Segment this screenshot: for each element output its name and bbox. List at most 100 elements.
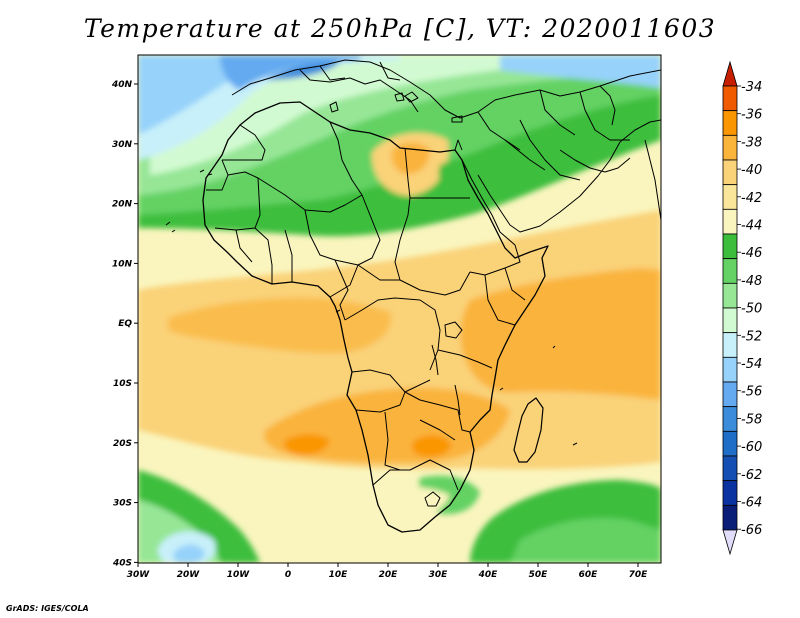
lon-tick-label: 0 (285, 570, 291, 580)
field-cool-44-band-south (348, 486, 450, 524)
colorbar-box (722, 406, 738, 432)
border-ethiopia (469, 231, 521, 276)
comoros (499, 387, 504, 391)
colorbar-box (722, 208, 738, 235)
europe-coastline (231, 59, 661, 119)
colorbar-label: -40 (741, 163, 762, 178)
colorbar-box (722, 332, 738, 358)
mediterranean-islands-2 (394, 92, 405, 102)
middle-east-border-3 (539, 89, 576, 136)
india-west-coast (644, 139, 661, 221)
colorbar-box (722, 455, 738, 482)
lake-victoria (444, 321, 463, 339)
credit-text: GrADS: IGES/COLA (6, 604, 89, 613)
colorbar-label: -48 (741, 274, 762, 289)
middle-east-border-1 (477, 111, 521, 151)
border-zimbabwe (419, 419, 456, 441)
border-congo-drc (344, 297, 421, 321)
colorbar-label: -56 (741, 385, 762, 400)
colorbar-label: -50 (741, 302, 762, 317)
border-kenya (484, 274, 516, 326)
canary-islands (199, 169, 213, 176)
colorbar-box (722, 480, 738, 506)
lat-tick-label: 30S (113, 499, 132, 509)
field-cool-ne-56 (500, 55, 661, 88)
colorbar-box (722, 430, 738, 457)
colorbar-box (722, 307, 738, 334)
lat-tick-label: 20N (112, 200, 133, 210)
border-libya-egypt (404, 147, 411, 199)
lon-tick-label: 20E (379, 570, 399, 580)
lat-tick-label: EQ (118, 319, 132, 329)
lon-tick-label: 50E (529, 570, 549, 580)
border-south-sudan (399, 271, 471, 296)
mauritius (572, 442, 578, 446)
arabian-peninsula-coast (477, 119, 661, 233)
border-algeria-libya (329, 121, 363, 196)
lon-tick-label: 10E (329, 570, 349, 580)
field-warm-belt (138, 210, 661, 470)
lesotho (424, 491, 441, 507)
arabia-inner (519, 119, 581, 181)
iran-border (579, 91, 630, 141)
colorbar-label: -34 (741, 80, 762, 95)
border-west-africa-3 (284, 229, 293, 282)
border-botswana (384, 411, 401, 471)
colorbar-label: -38 (741, 135, 762, 150)
border-west-africa-2 (254, 227, 273, 284)
temperature-field (138, 55, 661, 563)
field-cool-egypt-strip (438, 157, 520, 202)
field-warmest-spot (284, 434, 330, 456)
colorbar-label: -54 (741, 357, 762, 372)
border-somalia (504, 267, 526, 301)
cyprus (451, 115, 463, 123)
longitude-axis: 30W 20W 10W 0 10E 20E 30E 40E 50E 60E 70E (127, 563, 648, 580)
colorbar-arrow-top (722, 60, 738, 87)
lake-malawi (454, 384, 461, 416)
border-west-africa-1 (235, 229, 253, 263)
colorbar-box (722, 282, 738, 309)
lon-tick-label: 40E (478, 570, 499, 580)
field-cool-56 (138, 55, 380, 135)
field-warmer-core-east (460, 268, 661, 400)
colorbar-box (722, 356, 738, 383)
colorbar-label: -58 (741, 412, 762, 427)
cape-verde (165, 221, 176, 233)
colorbar-box (722, 381, 738, 408)
seychelles (552, 345, 556, 349)
border-drc-south (351, 369, 431, 393)
colorbar-box (722, 85, 738, 112)
colorbar-label: -60 (741, 440, 762, 455)
lat-tick-label: 30N (112, 140, 133, 150)
red-sea-west (461, 159, 501, 233)
colorbar-label: -46 (741, 246, 762, 261)
persian-gulf-coast (559, 149, 631, 173)
nile-delta (454, 139, 463, 151)
colorbar-box (722, 110, 738, 136)
colorbar-box (722, 504, 738, 531)
lon-tick-label: 30W (127, 570, 151, 580)
border-mozambique (457, 409, 471, 433)
border-south-africa (372, 459, 459, 491)
latitude-axis: 40N 30N 20N 10N EQ 10S 20S 30S 40S (111, 80, 138, 568)
mediterranean-islands-1 (329, 101, 339, 113)
colorbar-label: -62 (741, 468, 762, 483)
field-warmest-spot-2 (411, 435, 452, 458)
colorbar-box (722, 258, 738, 284)
middle-east-border-2 (504, 139, 546, 171)
plot-frame (137, 54, 662, 564)
field-cool-60 (265, 62, 340, 80)
lon-tick-label: 60E (579, 570, 599, 580)
caspian-coast (599, 85, 616, 126)
colorbar-label: -66 (741, 523, 762, 538)
border-sudan-chad (394, 197, 411, 281)
lat-tick-label: 10N (112, 259, 133, 269)
field-cool-southeast-48 (510, 518, 661, 563)
lake-tanganyika (431, 344, 439, 376)
colorbar-arrow-bottom (722, 529, 738, 556)
colorbar-label: -42 (741, 191, 762, 206)
border-zambia (404, 391, 459, 411)
border-chad (357, 194, 381, 266)
colorbar-box (722, 134, 738, 161)
